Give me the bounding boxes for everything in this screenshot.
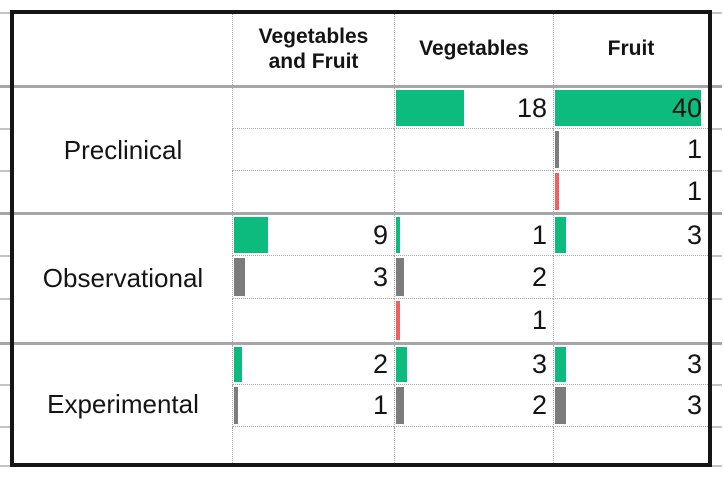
cell-value: 2	[531, 261, 547, 292]
bar-cell: 3	[394, 345, 553, 385]
data-bar	[555, 131, 559, 168]
bar-cell	[394, 427, 553, 463]
bar-cell: 9	[232, 215, 394, 256]
bar-cell	[232, 299, 394, 342]
bar-cell: 3	[232, 256, 394, 299]
group-separator	[14, 342, 708, 345]
column-header-fruit: Fruit	[553, 14, 708, 85]
data-bar	[396, 387, 404, 424]
data-bar-table: Vegetables and Fruit Vegetables Fruit Pr…	[10, 10, 712, 467]
bar-cell	[232, 171, 394, 212]
data-bar	[396, 347, 408, 382]
gridline-stub	[712, 212, 722, 215]
data-bar	[234, 387, 238, 424]
cell-value: 2	[531, 390, 547, 420]
data-bar	[396, 301, 400, 340]
bar-cell	[394, 129, 553, 171]
gridline-stub	[0, 384, 10, 386]
data-bar	[234, 258, 246, 296]
gridline-stub	[712, 85, 722, 88]
bar-cell	[232, 88, 394, 129]
cell-value: 3	[531, 349, 547, 379]
data-bar	[234, 217, 269, 253]
cell-value: 2	[372, 349, 388, 379]
data-bar	[555, 173, 559, 210]
bar-cell: 1	[394, 299, 553, 342]
bar-cell: 1	[232, 385, 394, 427]
cell-value: 1	[686, 134, 702, 164]
gridline-stub	[0, 255, 10, 257]
bar-cell: 2	[232, 345, 394, 385]
gridline-stub	[0, 465, 10, 467]
data-bar	[555, 217, 566, 253]
group-separator	[14, 85, 708, 88]
bar-cell: 40	[553, 88, 708, 129]
gridline-stub	[712, 465, 722, 467]
group-label-experimental: Experimental	[47, 388, 199, 419]
cell-value: 18	[516, 92, 547, 123]
gridline-stub	[712, 170, 722, 172]
gridline-stub	[0, 342, 10, 345]
bar-cell: 3	[553, 385, 708, 427]
gridline-stub	[712, 12, 722, 14]
gridline-stub	[712, 298, 722, 300]
bar-cell	[553, 299, 708, 342]
cell-value: 3	[686, 390, 702, 420]
cell-value: 1	[372, 390, 388, 420]
cell-value: 1	[531, 305, 547, 335]
bar-cell: 1	[553, 171, 708, 212]
data-bar	[555, 387, 566, 424]
bar-cell	[553, 427, 708, 463]
cell-value: 9	[372, 219, 388, 250]
bar-cell: 2	[394, 256, 553, 299]
gridline-stub	[712, 255, 722, 257]
gridline-stub	[712, 128, 722, 130]
data-bar	[396, 258, 404, 296]
bar-cell	[232, 129, 394, 171]
bar-cell	[553, 256, 708, 299]
data-bar	[555, 347, 566, 382]
data-bar	[555, 90, 702, 126]
cell-value: 40	[671, 92, 702, 123]
gridline-stub	[0, 12, 10, 14]
column-header-vegetables: Vegetables	[394, 14, 553, 85]
data-bar	[396, 217, 400, 253]
bar-cell: 18	[394, 88, 553, 129]
bar-cell: 3	[553, 215, 708, 256]
bar-cell	[232, 427, 394, 463]
group-label-observational: Observational	[42, 263, 204, 293]
bar-cell: 1	[553, 129, 708, 171]
column-header-vegetables-and-fruit: Vegetables and Fruit	[232, 14, 394, 85]
cell-value: 3	[686, 349, 702, 379]
cell-value: 3	[686, 219, 702, 250]
gridline-stub	[712, 384, 722, 386]
bar-cell: 3	[553, 345, 708, 385]
gridline-stub	[0, 128, 10, 130]
cell-value: 1	[686, 176, 702, 206]
bar-cell: 1	[394, 215, 553, 256]
group-separator	[14, 212, 708, 215]
gridline-stub	[0, 170, 10, 172]
cell-value: 3	[372, 261, 388, 292]
data-bar	[396, 90, 464, 126]
group-label-preclinical: Preclinical	[63, 134, 183, 165]
gridline-stub	[712, 426, 722, 428]
bar-cell	[394, 171, 553, 212]
cell-value: 1	[531, 219, 547, 250]
gridline-stub	[0, 426, 10, 428]
header-corner-cell	[14, 14, 232, 85]
gridline-stub	[712, 342, 722, 345]
gridline-stub	[0, 212, 10, 215]
data-bar	[234, 347, 242, 382]
gridline-stub	[0, 85, 10, 88]
bar-cell: 2	[394, 385, 553, 427]
gridline-stub	[0, 298, 10, 300]
